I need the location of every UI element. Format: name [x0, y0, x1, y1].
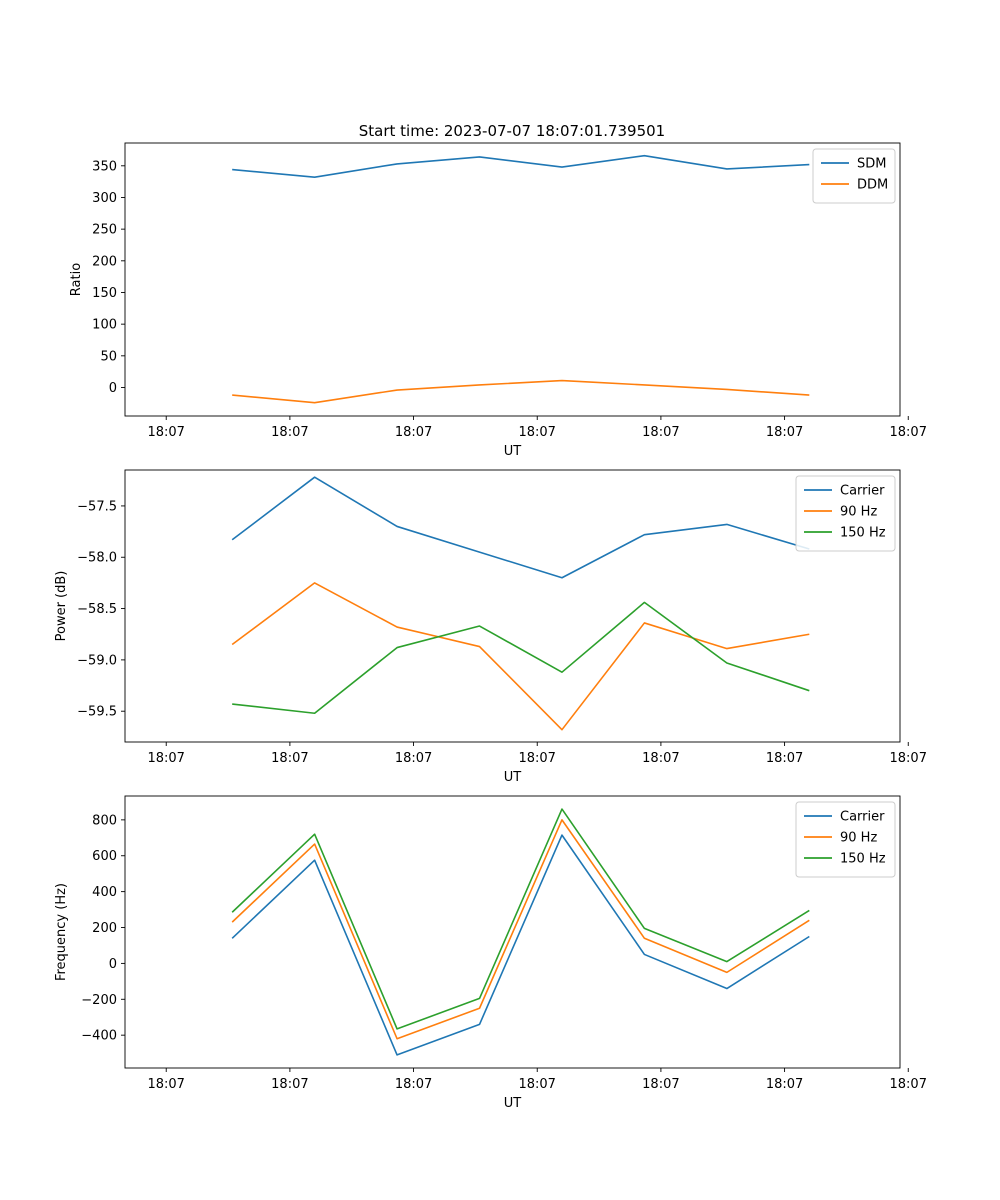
- x-tick-label: 18:07: [147, 1077, 184, 1092]
- panel-ratio: 18:07 18:07 18:07 18:07 18:07 18:07 18:07 0 50 10…: [69, 142, 927, 459]
- y-tick-label: 250: [92, 223, 117, 238]
- panel-power: 18:07 18:07 18:07 18:07 18:07 18:07 18:07 −59.5…: [54, 469, 927, 785]
- plot-area: [125, 143, 900, 416]
- x-tick-label: 18:07: [766, 751, 803, 766]
- y-tick-label: 800: [92, 813, 117, 828]
- x-axis-label: UT: [504, 770, 522, 785]
- x-tick-label: 18:07: [890, 1077, 927, 1092]
- y-tick-label: 0: [109, 957, 117, 972]
- y-tick-label: −57.5: [77, 499, 117, 514]
- legend-label: 90 Hz: [840, 505, 877, 520]
- x-tick-label: 18:07: [766, 1077, 803, 1092]
- series-line-carrier: [231, 834, 810, 1056]
- series-line-90-hz: [231, 819, 810, 1040]
- x-tick-label: 18:07: [518, 425, 555, 440]
- series-line-150-hz: [232, 601, 810, 715]
- panel-frequency: 18:07 18:07 18:07 18:07 18:07 18:07 18:07 −400 −…: [54, 795, 927, 1111]
- y-tick-label: −59.0: [77, 653, 117, 668]
- legend-label: SDM: [857, 157, 886, 172]
- y-tick-label: 300: [92, 191, 117, 206]
- y-tick-label: 600: [92, 849, 117, 864]
- y-tick-label: −400: [81, 1029, 117, 1044]
- x-tick-label: 18:07: [518, 751, 555, 766]
- x-tick-label: 18:07: [518, 1077, 555, 1092]
- x-tick-label: 18:07: [147, 425, 184, 440]
- x-tick-label: 18:07: [890, 751, 927, 766]
- series-line-150-hz: [231, 808, 810, 1030]
- axes-frame: [124, 469, 901, 743]
- x-tick-label: 18:07: [642, 425, 679, 440]
- x-tick-label: 18:07: [642, 1077, 679, 1092]
- y-tick-label: 100: [92, 318, 117, 333]
- y-tick-label: 200: [92, 254, 117, 269]
- legend-label: 150 Hz: [840, 526, 886, 541]
- x-tick-label: 18:07: [395, 751, 432, 766]
- figure-title: Start time: 2023-07-07 18:07:01.739501: [359, 122, 665, 140]
- y-tick-label: 150: [92, 286, 117, 301]
- x-tick-label: 18:07: [395, 1077, 432, 1092]
- x-axis-label: UT: [504, 444, 522, 459]
- legend-label: DDM: [857, 178, 888, 193]
- axes-frame: [124, 795, 901, 1069]
- y-tick-label: 50: [100, 349, 117, 364]
- x-axis-label: UT: [504, 1096, 522, 1111]
- legend-label: Carrier: [840, 810, 885, 825]
- y-axis-label: Power (dB): [54, 571, 69, 642]
- y-tick-label: −58.5: [77, 602, 117, 617]
- y-axis-label: Frequency (Hz): [54, 883, 69, 981]
- x-tick-label: 18:07: [642, 751, 679, 766]
- series-line-carrier: [231, 476, 810, 579]
- legend-label: 150 Hz: [840, 852, 886, 867]
- y-tick-label: 0: [109, 381, 117, 396]
- x-tick-label: 18:07: [890, 425, 927, 440]
- y-axis-label: Ratio: [69, 263, 84, 296]
- series-line-ddm: [232, 379, 810, 404]
- x-tick-label: 18:07: [147, 751, 184, 766]
- x-tick-label: 18:07: [395, 425, 432, 440]
- plot-area: [125, 470, 900, 742]
- y-tick-label: −200: [81, 993, 117, 1008]
- axes-frame: [124, 142, 901, 417]
- x-tick-label: 18:07: [766, 425, 803, 440]
- series-line-90-hz: [231, 582, 810, 731]
- x-tick-label: 18:07: [271, 1077, 308, 1092]
- x-tick-label: 18:07: [271, 425, 308, 440]
- legend-label: 90 Hz: [840, 831, 877, 846]
- legend-label: Carrier: [840, 484, 885, 499]
- y-tick-label: −58.0: [77, 551, 117, 566]
- y-tick-label: 400: [92, 885, 117, 900]
- y-tick-label: −59.5: [77, 705, 117, 720]
- y-tick-label: 350: [92, 159, 117, 174]
- x-tick-label: 18:07: [271, 751, 308, 766]
- series-line-sdm: [232, 154, 810, 178]
- y-tick-label: 200: [92, 921, 117, 936]
